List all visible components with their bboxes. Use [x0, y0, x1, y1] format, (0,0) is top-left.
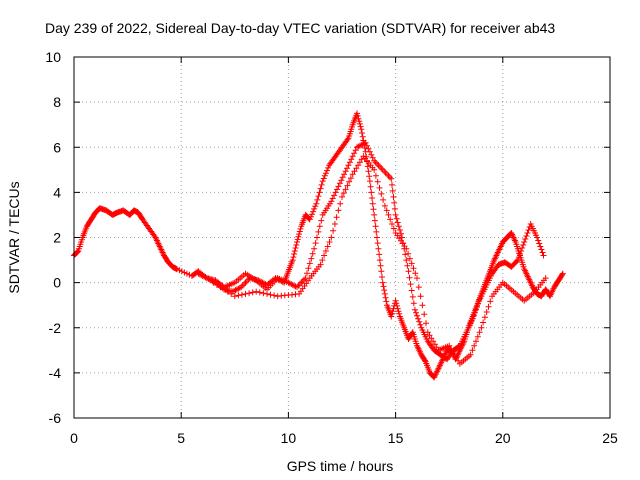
x-tick-label: 20 — [495, 430, 511, 446]
y-tick-label: -6 — [49, 410, 62, 426]
x-axis-label: GPS time / hours — [287, 458, 394, 474]
data-series — [71, 110, 566, 381]
data-point-markers — [195, 139, 547, 363]
y-tick-label: 2 — [53, 230, 61, 246]
x-tick-label: 0 — [70, 430, 78, 446]
data-point-markers — [71, 110, 566, 381]
y-tick-label: 8 — [53, 94, 61, 110]
series-3 — [210, 153, 549, 367]
y-tick-label: -2 — [49, 320, 62, 336]
x-tick-label: 25 — [602, 430, 618, 446]
x-tick-label: 5 — [177, 430, 185, 446]
series-2 — [195, 139, 547, 363]
y-axis-label: SDTVAR / TECUs — [6, 181, 22, 293]
y-tick-label: 4 — [53, 184, 61, 200]
series-1 — [71, 110, 566, 381]
y-tick-label: -4 — [49, 365, 62, 381]
y-tick-label: 10 — [45, 49, 61, 65]
chart-title: Day 239 of 2022, Sidereal Day-to-day VTE… — [45, 20, 555, 36]
x-tick-label: 15 — [388, 430, 404, 446]
y-tick-label: 6 — [53, 139, 61, 155]
axis-ticks: 0 5 10 15 20 25 -6 -4 -2 0 2 4 6 8 10 — [45, 49, 618, 446]
y-tick-label: 0 — [53, 275, 61, 291]
x-tick-label: 10 — [281, 430, 297, 446]
data-point-markers — [210, 153, 549, 367]
